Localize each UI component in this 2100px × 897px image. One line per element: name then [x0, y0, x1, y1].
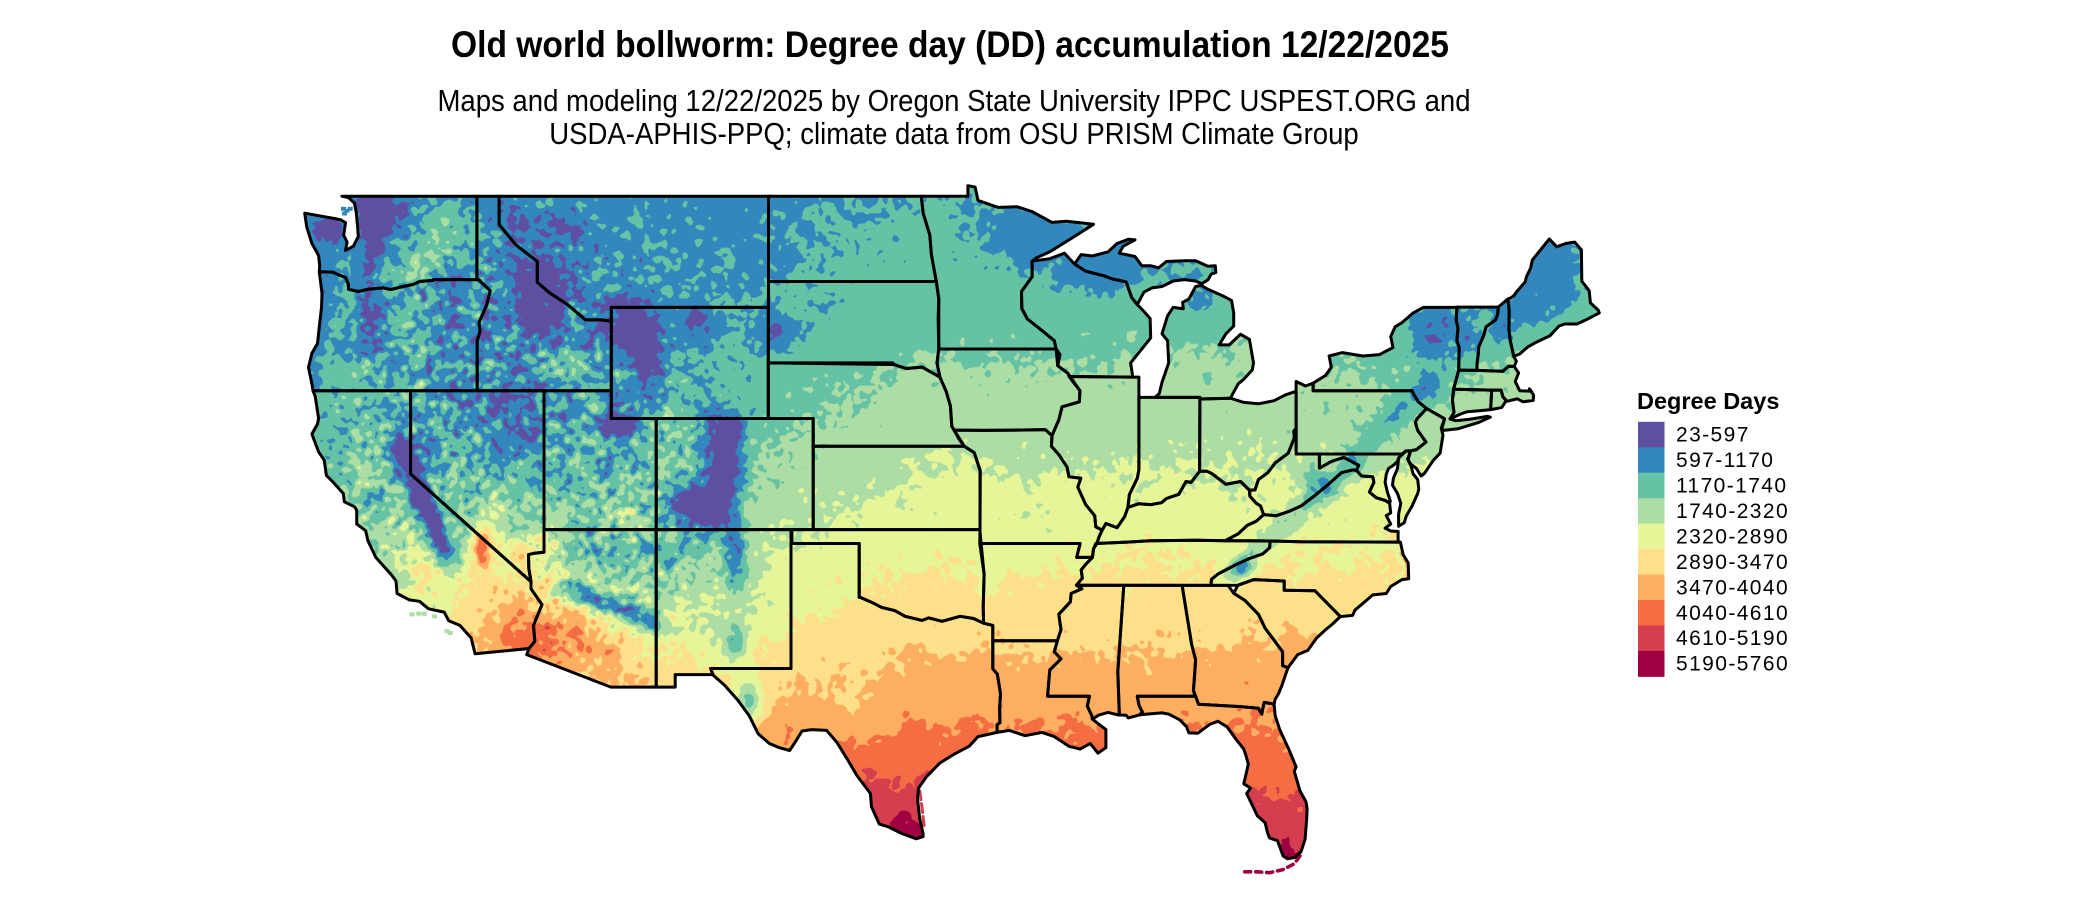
svg-text:23-597: 23-597 [1676, 424, 1750, 447]
svg-text:2320-2890: 2320-2890 [1676, 525, 1789, 548]
svg-text:2890-3470: 2890-3470 [1676, 551, 1789, 574]
svg-text:4040-4610: 4040-4610 [1676, 602, 1789, 625]
svg-text:1740-2320: 1740-2320 [1676, 500, 1789, 523]
svg-text:5190-5760: 5190-5760 [1676, 653, 1789, 676]
svg-text:1170-1740: 1170-1740 [1676, 475, 1787, 498]
svg-text:4610-5190: 4610-5190 [1676, 627, 1789, 650]
svg-text:3470-4040: 3470-4040 [1676, 576, 1789, 599]
svg-text:Degree Days: Degree Days [1637, 388, 1779, 414]
svg-text:597-1170: 597-1170 [1676, 449, 1774, 472]
